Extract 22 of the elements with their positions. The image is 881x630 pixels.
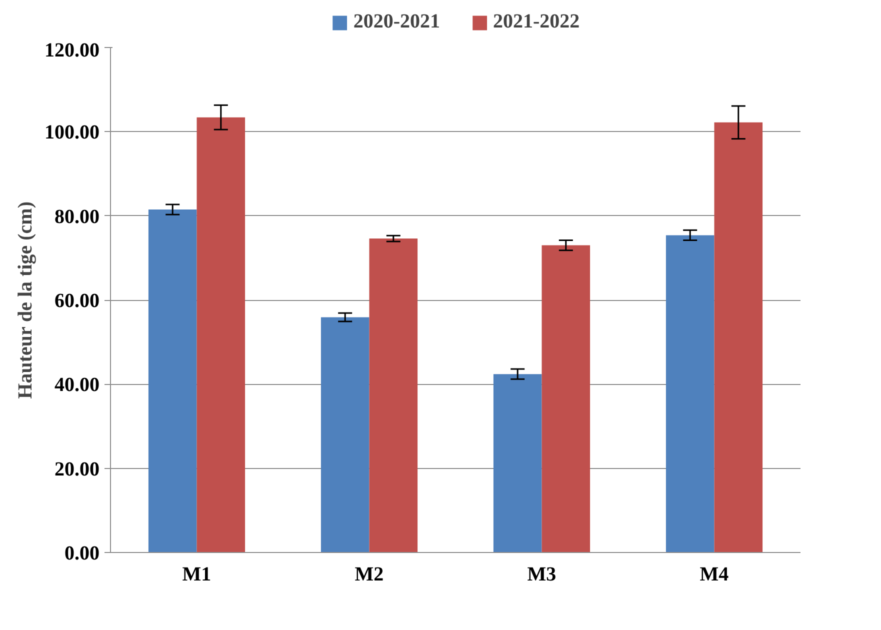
y-tick-label: 20.00 xyxy=(54,458,100,480)
y-tick-label: 40.00 xyxy=(54,374,100,396)
y-tick-label: 0.00 xyxy=(64,542,100,564)
y-tick-label: 80.00 xyxy=(54,206,100,228)
y-tick-label: 60.00 xyxy=(54,290,100,312)
bar xyxy=(542,245,590,552)
bar xyxy=(666,235,714,552)
bar xyxy=(493,374,542,552)
y-tick-label: 120.00 xyxy=(44,40,100,62)
bar xyxy=(148,210,197,552)
bar xyxy=(320,317,370,552)
bar xyxy=(196,117,246,552)
legend-label: 2020-2021 xyxy=(353,10,440,34)
x-tick-label: M3 xyxy=(527,564,556,586)
x-tick-label: M2 xyxy=(354,564,384,586)
legend-label: 2021-2022 xyxy=(493,10,580,34)
bar xyxy=(714,122,763,552)
x-tick-label: M4 xyxy=(700,564,729,586)
y-axis-title: Hauteur de la tige (cm) xyxy=(14,201,36,399)
x-tick-label: M1 xyxy=(182,564,212,586)
y-tick-label: 100.00 xyxy=(44,122,100,144)
bar xyxy=(369,238,418,552)
